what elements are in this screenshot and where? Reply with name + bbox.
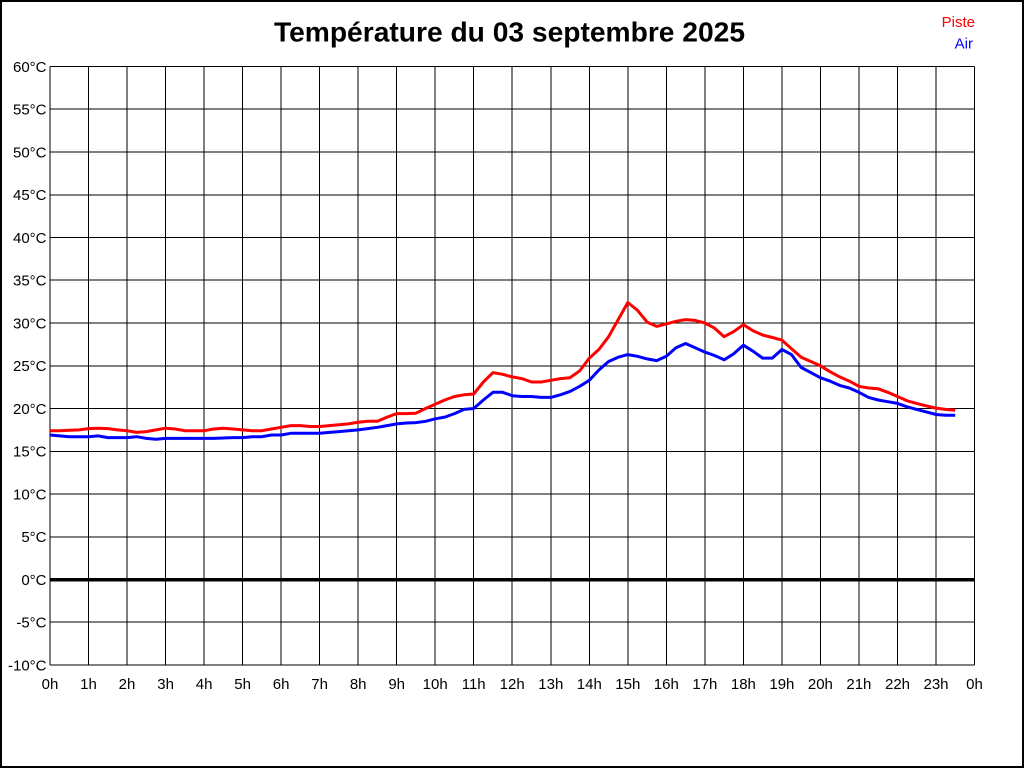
svg-text:10h: 10h [423,676,448,693]
svg-text:55°C: 55°C [13,102,47,119]
svg-text:-5°C: -5°C [16,615,46,632]
svg-text:45°C: 45°C [13,187,47,204]
svg-text:2h: 2h [119,676,136,693]
svg-text:40°C: 40°C [13,230,47,247]
svg-text:50°C: 50°C [13,144,47,161]
svg-text:0h: 0h [42,676,59,693]
svg-text:-10°C: -10°C [8,657,47,674]
svg-text:Température du 03 septembre 20: Température du 03 septembre 2025 [274,16,745,48]
svg-text:7h: 7h [311,676,328,693]
svg-text:16h: 16h [654,676,679,693]
svg-text:11h: 11h [462,676,486,693]
svg-text:6h: 6h [273,676,290,693]
svg-text:14h: 14h [577,676,602,693]
svg-text:25°C: 25°C [13,358,47,375]
svg-text:19h: 19h [769,676,794,693]
svg-text:22h: 22h [885,676,910,693]
svg-text:0°C: 0°C [21,572,46,589]
svg-text:20°C: 20°C [13,401,47,418]
svg-text:10°C: 10°C [13,486,47,503]
svg-text:3h: 3h [157,676,174,693]
svg-text:5°C: 5°C [21,529,46,546]
svg-text:17h: 17h [692,676,717,693]
svg-text:Piste: Piste [942,14,975,31]
svg-text:9h: 9h [388,676,405,693]
svg-text:21h: 21h [846,676,871,693]
svg-text:Air: Air [955,36,973,53]
svg-text:60°C: 60°C [13,59,47,76]
svg-text:15h: 15h [615,676,640,693]
svg-text:15°C: 15°C [13,444,47,461]
svg-text:12h: 12h [500,676,525,693]
svg-text:23h: 23h [923,676,948,693]
svg-text:4h: 4h [196,676,213,693]
svg-text:18h: 18h [731,676,756,693]
svg-text:0h: 0h [966,676,983,693]
svg-text:1h: 1h [80,676,97,693]
svg-text:35°C: 35°C [13,273,47,290]
svg-text:30°C: 30°C [13,315,47,332]
svg-text:8h: 8h [350,676,367,693]
svg-text:13h: 13h [538,676,563,693]
svg-text:20h: 20h [808,676,833,693]
svg-text:5h: 5h [234,676,251,693]
